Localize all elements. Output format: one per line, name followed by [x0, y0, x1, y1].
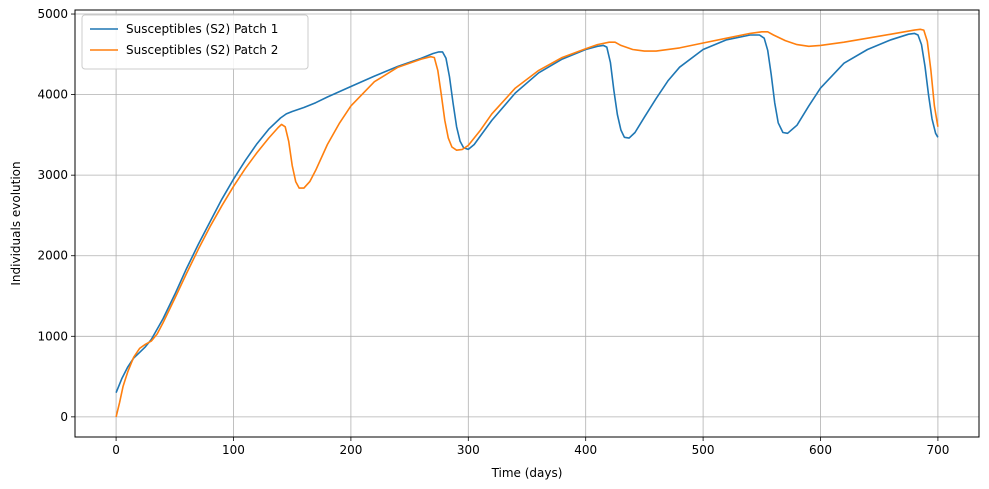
series-line-1: [115, 32, 939, 394]
plot-area: [75, 10, 979, 437]
x-tick-label: 400: [574, 443, 597, 457]
legend-label: Susceptibles (S2) Patch 1: [126, 22, 278, 36]
axis-ticks: 0 100 200 300 400 500 600 700 0 1000 2000 3000 4000 5…: [37, 7, 949, 457]
series-line-2: [115, 28, 939, 418]
y-tick-label: 0: [60, 410, 68, 424]
x-tick-label: 700: [926, 443, 949, 457]
legend-box: [81, 14, 309, 70]
y-axis-label: Individuals evolution: [9, 161, 23, 285]
x-tick-label: 300: [457, 443, 480, 457]
x-tick-label: 500: [692, 443, 715, 457]
legend: Susceptibles (S2) Patch 1 Susceptibles (S…: [81, 14, 309, 70]
y-tick-label: 4000: [37, 88, 68, 102]
series-layer: [115, 28, 939, 418]
y-tick-label: 2000: [37, 249, 68, 263]
plot-frame: [74, 9, 980, 438]
x-axis-label: Time (days): [491, 466, 563, 480]
legend-label: Susceptibles (S2) Patch 2: [126, 43, 278, 57]
grid-lines: [75, 10, 979, 437]
x-tick-label: 200: [339, 443, 362, 457]
x-tick-label: 600: [809, 443, 832, 457]
x-tick-label: 0: [112, 443, 120, 457]
y-tick-label: 3000: [37, 168, 68, 182]
y-tick-label: 1000: [37, 329, 68, 343]
y-tick-label: 5000: [37, 7, 68, 21]
x-tick-label: 100: [222, 443, 245, 457]
